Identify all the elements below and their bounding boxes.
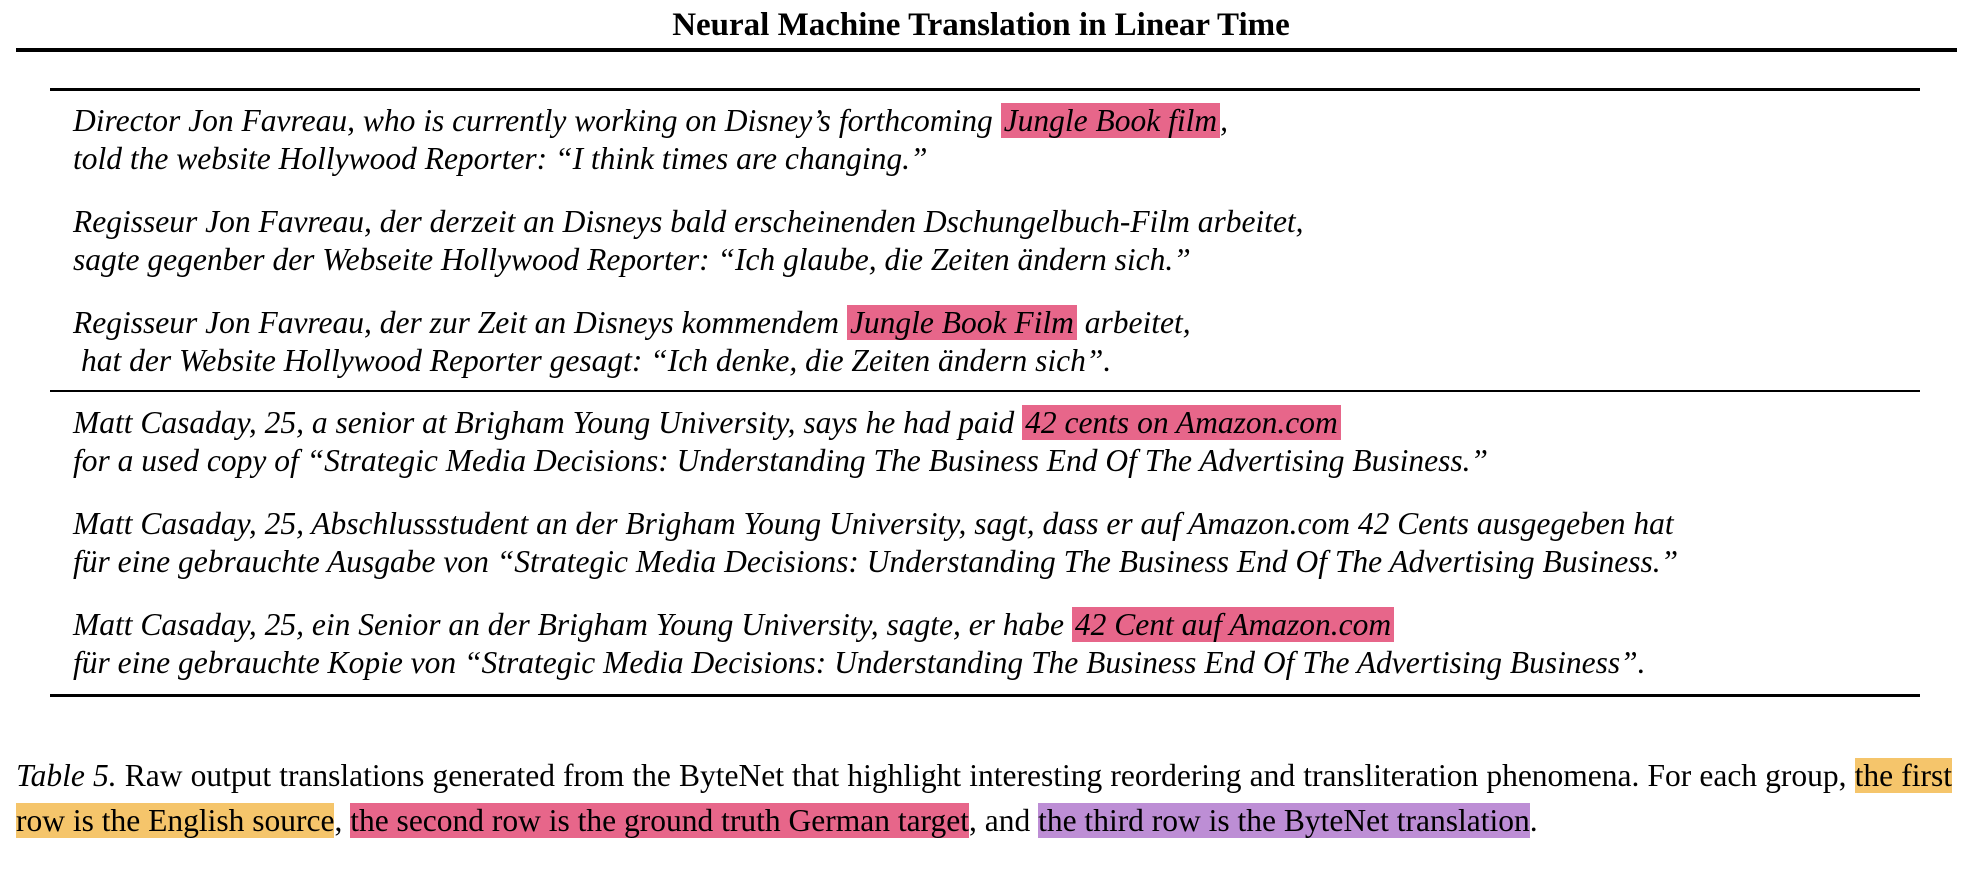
highlight-phrase: 42 cents on Amazon.com — [1022, 405, 1341, 440]
group2-english-line2: for a used copy of “Strategic Media Deci… — [73, 443, 1489, 478]
group1-german-target-line2: sagte gegenber der Webseite Hollywood Re… — [73, 242, 1191, 277]
highlight-phrase: 42 Cent auf Amazon.com — [1071, 607, 1395, 642]
caption-highlight-bytenet: the third row is the ByteNet translation — [1038, 803, 1530, 838]
table-top-rule — [50, 88, 1920, 91]
header-rule — [16, 48, 1957, 52]
group2-english-line1: Matt Casaday, 25, a senior at Brigham Yo… — [73, 404, 1341, 442]
caption-label: Table 5. — [16, 758, 117, 793]
group1-german-target-line1: Regisseur Jon Favreau, der derzeit an Di… — [73, 204, 1304, 239]
group2-bytenet-line1: Matt Casaday, 25, ein Senior an der Brig… — [73, 606, 1395, 644]
group1-bytenet-line1: Regisseur Jon Favreau, der zur Zeit an D… — [73, 305, 1191, 340]
group1-bytenet-line2: hat der Website Hollywood Reporter gesag… — [81, 343, 1112, 378]
group2-german-target-line1: Matt Casaday, 25, Abschlussstudent an de… — [73, 506, 1674, 541]
paper-title: Neural Machine Translation in Linear Tim… — [672, 7, 1290, 43]
group1-english-line2: told the website Hollywood Reporter: “I … — [73, 141, 928, 176]
group1-english-line1: Director Jon Favreau, who is currently w… — [73, 103, 1229, 138]
highlight-phrase: Jungle Book film — [1000, 103, 1221, 138]
highlight-phrase: Jungle Book Film — [846, 305, 1077, 340]
table-caption: Table 5. Raw output translations generat… — [16, 758, 1952, 838]
group2-german-target-line2: für eine gebrauchte Ausgabe von “Strateg… — [73, 544, 1679, 579]
group2-bytenet-line2: für eine gebrauchte Kopie von “Strategic… — [73, 645, 1646, 680]
table-bottom-rule — [50, 694, 1920, 697]
table-group-divider — [50, 390, 1920, 392]
caption-highlight-target: the second row is the ground truth Germa… — [350, 803, 969, 838]
